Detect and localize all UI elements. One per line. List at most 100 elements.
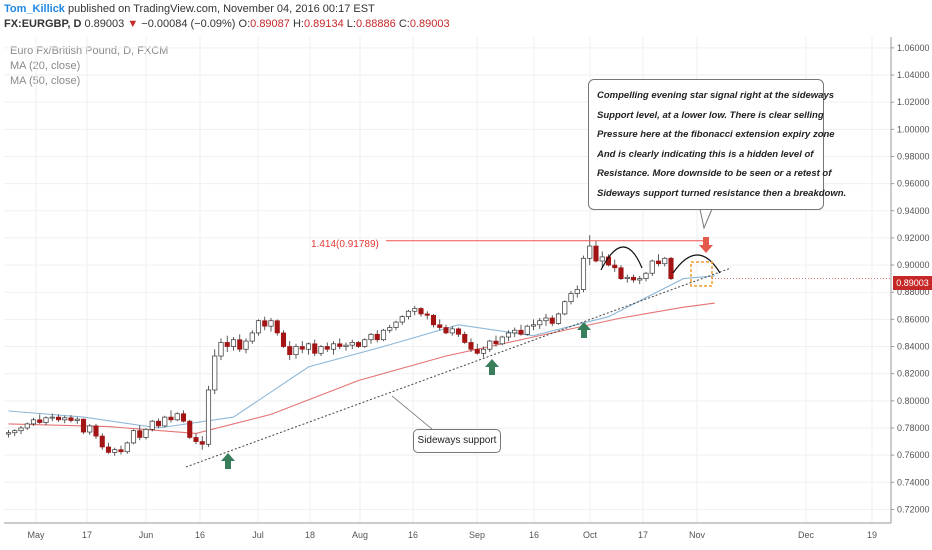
author-link[interactable]: Tom_Killick	[4, 3, 65, 15]
candle-body	[137, 430, 143, 438]
x-tick-label: May	[27, 530, 45, 540]
candle-body	[293, 346, 299, 356]
candle-body	[643, 272, 649, 279]
candle-body	[205, 389, 212, 445]
candle-body	[99, 435, 105, 448]
ma20-layer	[8, 275, 715, 429]
candle-body	[537, 320, 543, 326]
candle-body	[362, 339, 368, 347]
y-tick-label: 0.98000	[897, 151, 930, 161]
candle-body	[168, 416, 174, 421]
ma50-layer	[8, 302, 715, 434]
candle-body	[662, 257, 668, 265]
candle-body	[230, 339, 237, 347]
candle-body	[649, 260, 655, 274]
note-callout-tail	[699, 208, 713, 230]
y-tick-label: 0.88000	[897, 287, 930, 297]
candle-body	[480, 348, 487, 354]
open-value: 0.89087	[250, 18, 290, 30]
green-up-arrow-icon	[221, 453, 235, 469]
symbol-label[interactable]: FX:EURGBP, D	[4, 18, 82, 30]
candle-body	[187, 420, 193, 438]
candle-body	[562, 301, 568, 315]
ma20-legend[interactable]: MA (20, close)	[10, 60, 81, 72]
analysis-note-box[interactable]: Compelling evening star signal right at …	[588, 79, 846, 210]
x-tick-label: 17	[638, 530, 648, 540]
candle-body	[424, 313, 430, 316]
high-value: 0.89134	[303, 18, 344, 30]
x-tick-label: 19	[867, 530, 877, 540]
candle-body	[449, 328, 455, 334]
candle-body	[499, 336, 505, 345]
candle-body	[37, 419, 43, 423]
candle-body	[618, 267, 624, 279]
candle-body	[199, 441, 205, 445]
candle-body	[318, 346, 324, 354]
x-tick-label: 16	[195, 530, 205, 540]
sideways-support-callout[interactable]: Sideways support	[413, 429, 501, 453]
x-tick-label: 16	[408, 530, 418, 540]
y-tick-label: 0.76000	[897, 450, 930, 460]
x-tick-label: 17	[82, 530, 92, 540]
candle-body	[343, 344, 349, 347]
y-tick-label: 1.06000	[897, 43, 930, 53]
candle-body	[530, 324, 537, 327]
candle-body	[593, 245, 599, 262]
candle-body	[43, 417, 49, 423]
close-label: C:	[398, 18, 410, 30]
x-tick-label: 18	[305, 530, 315, 540]
candle-body	[612, 264, 618, 269]
ma20-line	[8, 275, 715, 429]
y-tick-label: 0.78000	[897, 423, 930, 433]
candle-body	[493, 340, 499, 345]
candle-body	[62, 417, 68, 421]
candle-body	[155, 420, 162, 427]
candle-body	[549, 317, 555, 324]
candle-body	[87, 425, 93, 433]
ma50-line	[8, 302, 715, 434]
candle-body	[249, 332, 255, 342]
note-line: Resistance. More downside to be seen or …	[597, 168, 832, 180]
candle-body	[587, 245, 593, 259]
candle-body	[255, 320, 262, 334]
candle-body	[112, 449, 118, 453]
candle-body	[349, 342, 355, 346]
green-up-arrow-icon	[577, 322, 591, 338]
candle-body	[180, 413, 187, 422]
x-tick-label: Nov	[689, 530, 706, 540]
y-tick-label: 1.04000	[897, 70, 930, 80]
candle-body	[49, 416, 55, 419]
candle-body	[24, 423, 30, 429]
low-label: L:	[346, 18, 356, 30]
high-label: H:	[292, 18, 304, 30]
candle-body	[274, 320, 280, 334]
candle-body	[418, 308, 424, 315]
candle-body	[668, 257, 674, 279]
y-tick-label: 0.80000	[897, 396, 930, 406]
note-line: Compelling evening star signal right at …	[597, 90, 835, 101]
ma50-legend[interactable]: MA (50, close)	[10, 75, 81, 87]
candle-body	[630, 276, 637, 281]
candle-body	[299, 346, 305, 350]
candle-body	[93, 425, 99, 437]
fib-extension-label: 1.414(0.91789)	[311, 239, 379, 250]
x-tick-label: 16	[529, 530, 539, 540]
candle-body	[374, 333, 380, 341]
candle-body	[280, 332, 287, 347]
candle-body	[337, 343, 343, 347]
candle-body	[268, 320, 274, 327]
candle-body	[580, 257, 587, 290]
candle-body	[524, 325, 530, 335]
candle-body	[568, 293, 574, 303]
red-down-arrow-icon	[699, 237, 713, 253]
candle-body	[80, 418, 87, 433]
candle-body	[312, 343, 318, 354]
evening-star-highlight-box	[690, 261, 713, 287]
y-tick-label: 0.96000	[897, 179, 930, 189]
candle-body	[624, 276, 630, 279]
published-info: published on TradingView.com, November 0…	[68, 3, 375, 15]
candle-body	[162, 416, 168, 427]
chart-header-publisher: Tom_Killick published on TradingView.com…	[4, 3, 375, 15]
down-triangle-icon: ▼	[127, 18, 139, 30]
